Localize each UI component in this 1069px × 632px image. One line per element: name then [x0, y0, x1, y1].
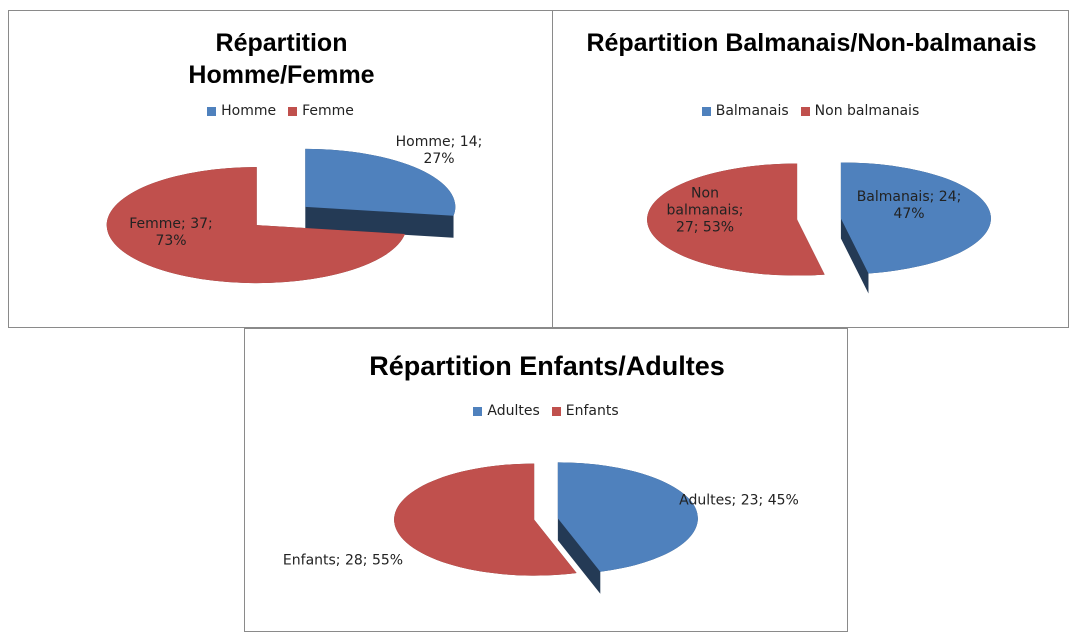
legend-item: Enfants — [551, 403, 619, 419]
chart-title: Répartition Balmanais/Non-balmanais — [586, 29, 1037, 57]
data-label: Homme; 14; 27% — [395, 134, 483, 167]
slice — [305, 148, 456, 216]
chart — [647, 162, 991, 296]
legend-label: Non balmanais — [814, 103, 920, 119]
legend-label: Homme — [221, 103, 277, 119]
slice — [840, 162, 991, 274]
chart-box: Répartition Balmanais/Non-balmanais Balma… — [552, 10, 1069, 328]
legend-swatch — [288, 106, 298, 116]
legend-item: Balmanais — [701, 103, 789, 119]
slice — [394, 463, 577, 576]
legend: Adultes Enfants — [245, 403, 847, 419]
legend-item: Non balmanais — [800, 103, 920, 119]
legend-swatch — [551, 406, 561, 416]
data-label: Enfants; 28; 55% — [282, 552, 404, 569]
chart — [106, 148, 456, 306]
legend-label: Adultes — [487, 403, 540, 419]
slice — [106, 167, 405, 284]
data-label: Adultes; 23; 45% — [679, 492, 799, 509]
data-label: Femme; 37; 73% — [129, 216, 213, 249]
legend-swatch — [473, 406, 483, 416]
legend-label: Balmanais — [715, 103, 789, 119]
legend-item: Homme — [207, 103, 276, 119]
legend-label: Enfants — [565, 403, 619, 419]
slice — [647, 163, 825, 276]
chart — [394, 462, 698, 598]
chart-box: Répartition Homme/Femme Homme Femme Homme; … — [8, 10, 553, 328]
slice — [557, 462, 698, 572]
data-label: Balmanais; 24; 47% — [856, 189, 962, 222]
legend-swatch — [800, 106, 810, 116]
legend: Homme Femme — [9, 103, 552, 119]
legend: Balmanais Non balmanais — [553, 103, 1068, 119]
chart-box: Répartition Enfants/Adultes Adultes Enfant… — [244, 328, 848, 632]
chart-title: Répartition Enfants/Adultes — [369, 351, 725, 381]
legend-swatch — [207, 106, 217, 116]
data-label: Non balmanais; 27; 53% — [666, 185, 744, 236]
legend-label: Femme — [302, 103, 354, 119]
legend-swatch — [701, 106, 711, 116]
legend-item: Adultes — [473, 403, 540, 419]
legend-item: Femme — [288, 103, 354, 119]
chart-title: Répartition Homme/Femme — [188, 29, 375, 89]
